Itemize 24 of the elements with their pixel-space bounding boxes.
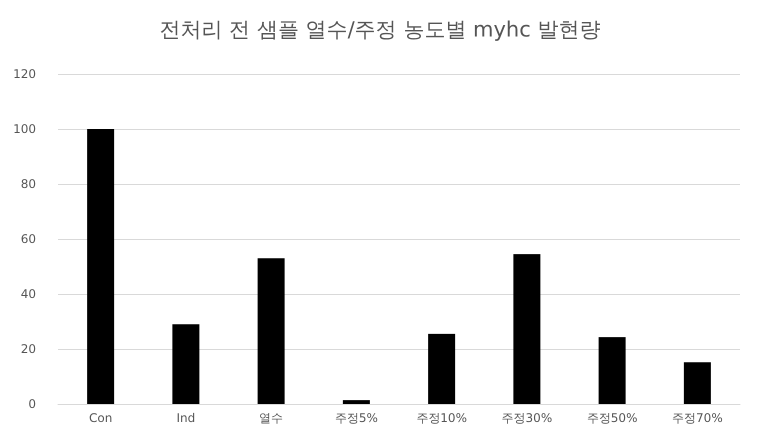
y-tick-label: 100 xyxy=(13,122,36,136)
bar xyxy=(342,400,370,404)
y-tick-label: 80 xyxy=(20,177,36,191)
x-tick-label: 주정50% xyxy=(586,411,638,425)
bar xyxy=(684,362,711,404)
x-tick-label: Con xyxy=(88,411,112,425)
bar xyxy=(428,334,456,404)
chart-title: 전처리 전 샘플 열수/주정 농도별 myhc 발현량 xyxy=(160,18,600,42)
x-tick-label: 주정30% xyxy=(502,411,552,425)
x-tick-label: 열수 xyxy=(259,411,284,425)
x-tick-label: 주정70% xyxy=(672,411,723,425)
y-tick-label: 40 xyxy=(20,287,36,301)
bar xyxy=(513,254,540,404)
x-tick-label: 주정5% xyxy=(334,411,378,425)
y-tick-label: 120 xyxy=(13,67,36,81)
bar xyxy=(87,129,114,404)
bar xyxy=(258,258,285,404)
bar xyxy=(598,337,626,404)
x-tick-label: 주정10% xyxy=(416,411,467,425)
x-tick-label: Ind xyxy=(176,411,196,425)
y-tick-label: 0 xyxy=(28,397,36,411)
y-tick-label: 60 xyxy=(20,232,36,246)
y-tick-label: 20 xyxy=(20,342,36,356)
bar xyxy=(172,324,200,404)
